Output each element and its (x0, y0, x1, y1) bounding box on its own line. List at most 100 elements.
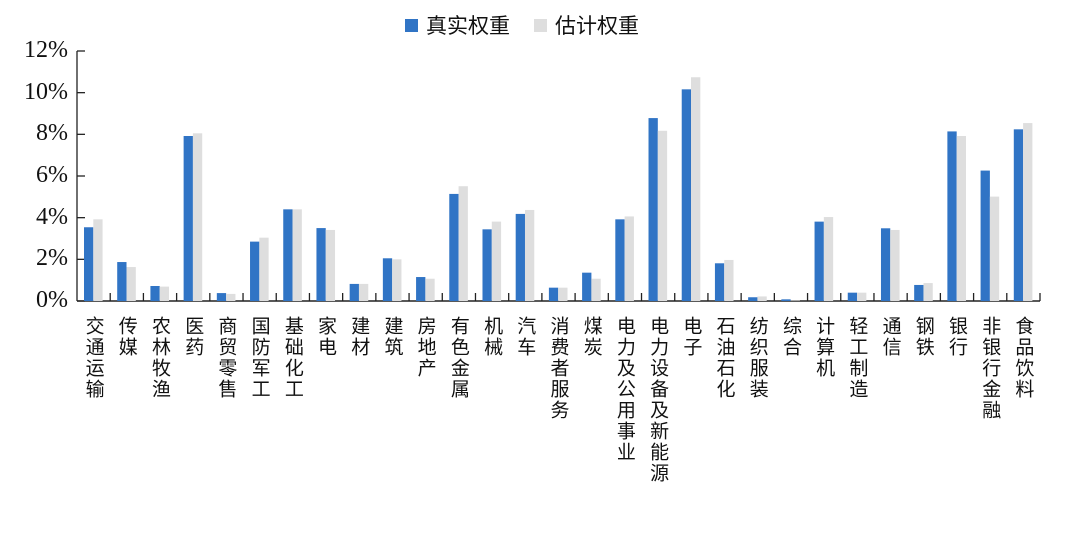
x-tick-label: 电力及公用事业 (613, 316, 636, 463)
bar-estimated-16 (624, 216, 634, 301)
bar-estimated-18 (691, 77, 701, 301)
bar-estimated-14 (558, 287, 568, 301)
bar-estimated-5 (259, 237, 269, 301)
bar-real-19 (714, 263, 725, 301)
bar-estimated-9 (392, 259, 402, 301)
y-tick-label: 6% (36, 162, 68, 188)
x-tick-label: 计算机 (813, 316, 836, 379)
x-tick-label: 钢铁 (912, 316, 935, 358)
y-tick-label: 12% (24, 37, 68, 63)
bar-estimated-27 (989, 196, 1000, 301)
bar-real-1 (117, 262, 127, 301)
bar-estimated-0 (93, 219, 103, 301)
bar-real-16 (615, 219, 625, 301)
bar-estimated-11 (458, 186, 468, 301)
bar-real-3 (183, 136, 193, 301)
bar-real-11 (449, 193, 459, 301)
bar-real-9 (382, 258, 393, 301)
bar-real-8 (349, 283, 359, 301)
x-tick-label: 石油石化 (713, 316, 736, 400)
bar-real-4 (216, 293, 227, 301)
bar-real-26 (947, 131, 957, 301)
bar-real-7 (316, 228, 326, 301)
bar-estimated-8 (358, 283, 369, 301)
legend: 真实权重 估计权重 (405, 10, 653, 40)
x-tick-label: 综合 (779, 316, 802, 358)
x-tick-label: 医药 (182, 316, 205, 358)
y-tick-label: 10% (24, 78, 68, 105)
bar-estimated-28 (1023, 123, 1033, 301)
bar-estimated-22 (823, 217, 834, 301)
x-tick-label: 房地产 (414, 316, 437, 379)
bar-real-5 (250, 241, 260, 301)
bar-real-25 (914, 284, 924, 301)
y-tick-label: 2% (36, 245, 68, 272)
bar-real-0 (84, 227, 94, 301)
x-tick-label: 电力设备及新能源 (647, 316, 670, 484)
x-tick-label: 纺织服装 (746, 316, 769, 400)
bar-estimated-26 (956, 136, 966, 301)
legend-label-real: 真实权重 (426, 14, 510, 38)
bar-real-17 (648, 118, 658, 301)
x-tick-label: 交通运输 (82, 316, 105, 400)
legend-item-real: 真实权重 (405, 10, 510, 40)
bar-estimated-3 (192, 133, 203, 301)
bar-real-24 (880, 228, 891, 301)
bar-real-20 (748, 297, 758, 301)
bar-estimated-24 (890, 229, 900, 301)
x-tick-label: 机械 (481, 316, 504, 358)
x-tick-label: 传媒 (115, 316, 138, 358)
x-tick-label: 建筑 (381, 316, 404, 358)
bar-estimated-25 (923, 283, 933, 301)
bar-estimated-17 (657, 130, 668, 301)
bar-real-28 (1013, 129, 1024, 301)
legend-swatch-estimated (534, 18, 547, 32)
bar-estimated-13 (524, 209, 535, 301)
bar-estimated-7 (325, 229, 336, 301)
bar-real-14 (548, 287, 559, 301)
bar-estimated-12 (491, 221, 502, 301)
bar-estimated-2 (159, 286, 170, 301)
bar-real-10 (416, 277, 426, 301)
y-tick-label: 8% (36, 120, 68, 147)
bar-estimated-19 (724, 259, 734, 301)
x-tick-label: 农林牧渔 (149, 316, 172, 400)
x-tick-label: 国防军工 (248, 316, 271, 400)
bar-estimated-4 (226, 293, 236, 301)
y-tick-label: 4% (36, 203, 68, 230)
bar-real-13 (515, 213, 525, 301)
x-tick-label: 食品饮料 (1012, 316, 1035, 400)
bar-estimated-10 (425, 278, 435, 301)
x-tick-label: 汽车 (514, 316, 537, 358)
bar-estimated-23 (857, 292, 867, 301)
bar-real-12 (482, 229, 492, 301)
x-tick-label: 家电 (315, 316, 338, 358)
legend-swatch-real (405, 18, 418, 32)
x-tick-label: 电子 (680, 316, 703, 358)
bar-estimated-15 (591, 278, 601, 301)
bar-real-15 (582, 272, 592, 301)
bar-estimated-20 (757, 296, 767, 301)
y-tick-label: 0% (36, 287, 68, 313)
bar-estimated-6 (292, 209, 302, 301)
bar-real-21 (781, 299, 791, 301)
bar-real-23 (847, 292, 858, 301)
x-tick-label: 非银行金融 (979, 316, 1002, 421)
x-tick-label: 建材 (348, 316, 371, 358)
bar-real-27 (980, 170, 990, 301)
x-tick-label: 消费者服务 (547, 316, 570, 421)
bar-real-2 (150, 286, 160, 301)
bar-real-6 (283, 209, 293, 301)
x-tick-label: 银行 (945, 316, 968, 358)
x-tick-label: 轻工制造 (846, 316, 869, 400)
x-tick-label: 煤炭 (580, 316, 603, 358)
legend-item-estimated: 估计权重 (534, 10, 639, 40)
bar-real-22 (814, 221, 824, 301)
x-tick-label: 有色金属 (447, 316, 470, 400)
bar-real-18 (681, 89, 692, 301)
x-tick-label: 商贸零售 (215, 316, 238, 400)
x-tick-label: 通信 (879, 316, 902, 358)
bar-estimated-1 (126, 267, 136, 301)
legend-label-estimated: 估计权重 (555, 14, 639, 38)
